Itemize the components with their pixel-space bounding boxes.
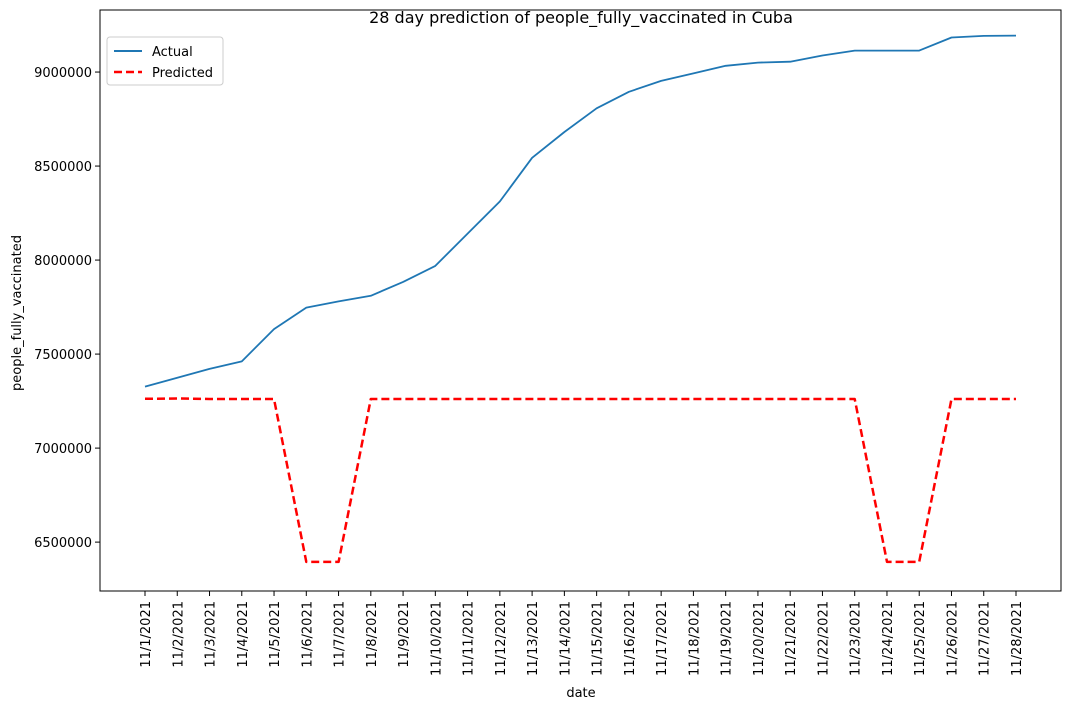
y-tick-label: 9000000	[34, 66, 92, 81]
chart-title: 28 day prediction of people_fully_vaccin…	[369, 8, 793, 28]
x-axis: 11/1/2021 11/2/2021 11/3/2021 11/4/2021 11/5…	[139, 591, 1025, 676]
x-tick-label: 11/4/2021	[236, 601, 251, 668]
y-tick-label: 6500000	[34, 536, 92, 551]
legend-actual-label: Actual	[152, 45, 193, 60]
y-tick-label: 8000000	[34, 254, 92, 269]
x-tick-label: 11/21/2021	[784, 601, 799, 676]
x-tick-label: 11/9/2021	[397, 601, 412, 668]
y-tick-label: 8500000	[34, 160, 92, 175]
y-axis: 6500000 7000000 7500000 8000000 8500000 90000…	[34, 66, 100, 551]
x-tick-label: 11/8/2021	[365, 601, 380, 668]
x-tick-label: 11/26/2021	[945, 601, 960, 676]
x-axis-label: date	[566, 686, 595, 701]
x-tick-label: 11/19/2021	[720, 601, 735, 676]
x-tick-label: 11/1/2021	[139, 601, 154, 668]
x-tick-label: 11/13/2021	[526, 601, 541, 676]
legend-box	[106, 36, 224, 86]
x-tick-label: 11/12/2021	[494, 601, 509, 676]
series-line-actual	[144, 34, 1017, 388]
x-tick-label: 11/20/2021	[752, 601, 767, 676]
x-tick-label: 11/2/2021	[171, 601, 186, 668]
legend-predicted-label: Predicted	[152, 66, 213, 81]
x-tick-label: 11/15/2021	[591, 601, 606, 676]
x-tick-label: 11/11/2021	[462, 601, 477, 676]
y-axis-label: people_fully_vaccinated	[10, 235, 25, 391]
x-tick-label: 11/18/2021	[687, 601, 702, 676]
x-tick-label: 11/5/2021	[268, 601, 283, 668]
x-tick-label: 11/24/2021	[881, 601, 896, 676]
x-tick-label: 11/27/2021	[978, 601, 993, 676]
y-tick-label: 7000000	[34, 442, 92, 457]
x-tick-label: 11/17/2021	[655, 601, 670, 676]
series-line-predicted	[144, 397, 1016, 564]
series-layer	[144, 34, 1017, 564]
legend: Actual Predicted	[106, 36, 224, 86]
x-tick-label: 11/16/2021	[623, 601, 638, 676]
plot-area-frame	[99, 9, 1062, 592]
x-tick-label: 11/6/2021	[300, 601, 315, 668]
x-tick-label: 11/10/2021	[429, 601, 444, 676]
x-tick-label: 11/22/2021	[816, 601, 831, 676]
x-tick-label: 11/3/2021	[204, 601, 219, 668]
x-tick-label: 11/14/2021	[558, 601, 573, 676]
x-tick-label: 11/23/2021	[849, 601, 864, 676]
y-tick-label: 7500000	[34, 348, 92, 363]
x-tick-label: 11/28/2021	[1010, 601, 1025, 676]
x-tick-label: 11/7/2021	[333, 601, 348, 668]
x-tick-label: 11/25/2021	[913, 601, 928, 676]
